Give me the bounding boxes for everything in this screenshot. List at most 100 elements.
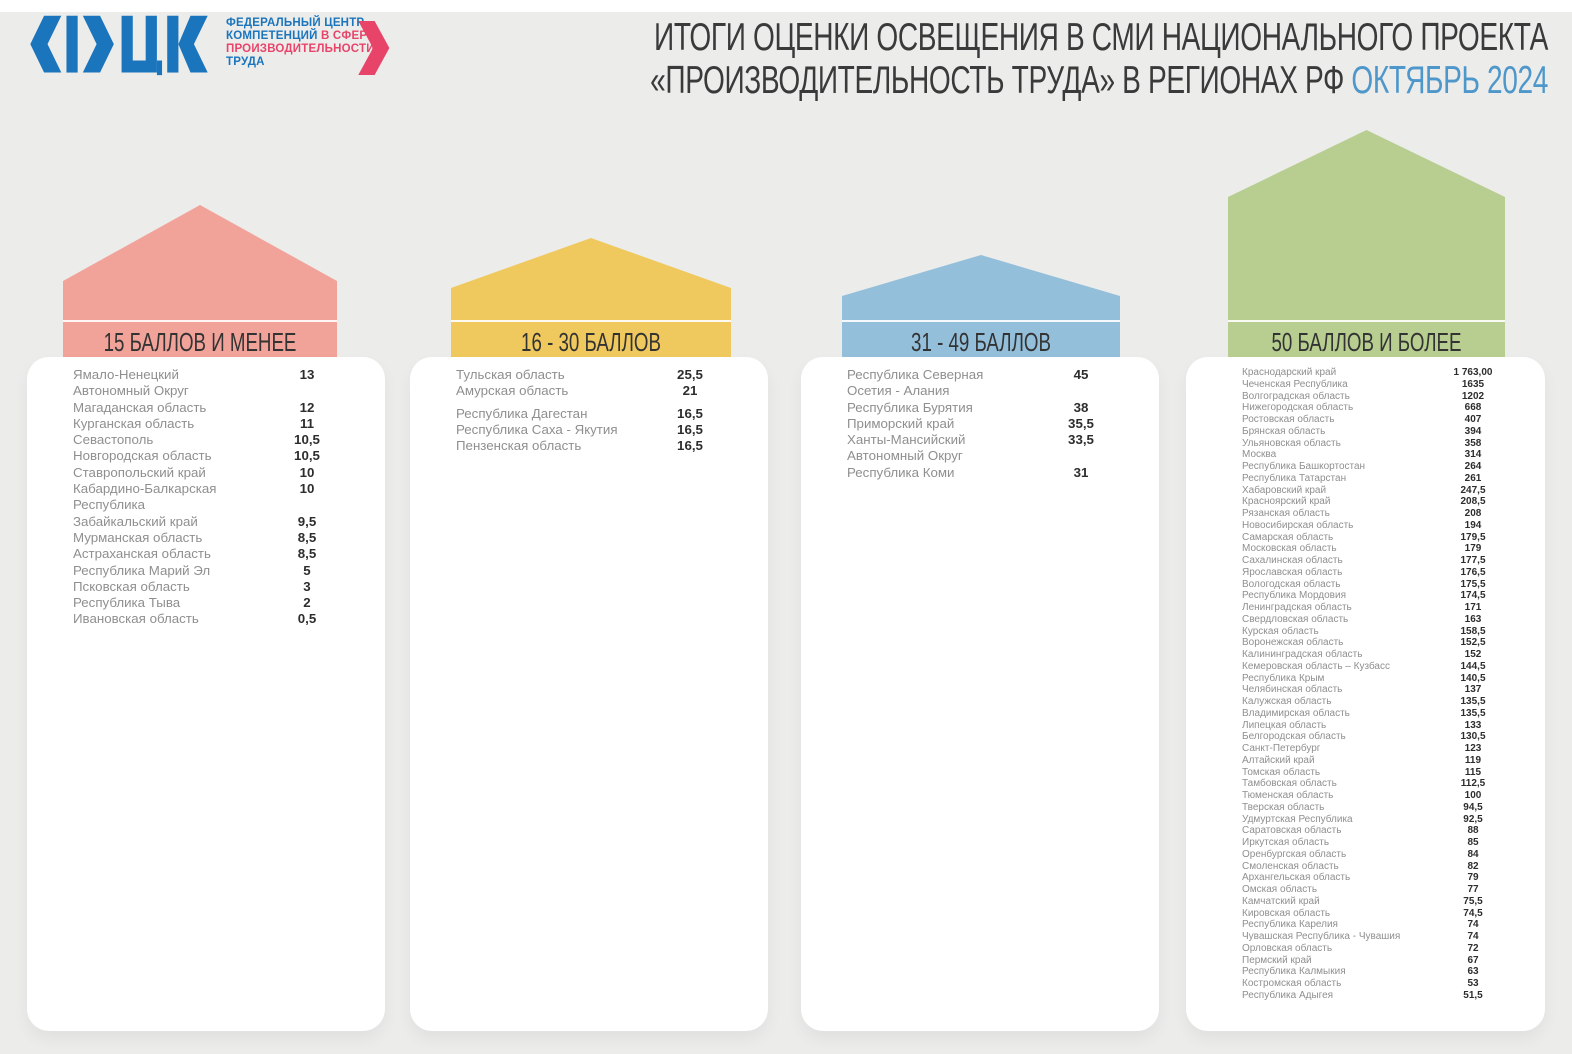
region-list: Тульская область 25,5 Амурская область 21 Ре… [410,357,768,454]
region-name: Республика Коми [847,464,955,480]
category-label: 31 - 49 БАЛЛОВ [911,327,1051,357]
region-name: Удмуртская Республика [1242,813,1353,825]
region-row: Ярославская область 176,5 [1242,567,1519,579]
region-score: 51,5 [1463,989,1483,1001]
region-row: Удмуртская Республика 92,5 [1242,814,1519,826]
region-name: Томская область [1242,766,1321,778]
region-row: Ульяновская область 358 [1242,438,1519,450]
region-row: Курганская область 11 [73,416,349,432]
region-name: Курская область [1242,625,1319,637]
region-row: Республика Татарстан 261 [1242,473,1519,485]
title-line2-text: «ПРОИЗВОДИТЕЛЬНОСТЬ ТРУДА» В РЕГИОНАХ РФ [650,59,1345,102]
score-card-50-plus: Краснодарский край 1 763,00 Чеченская Респ… [1186,357,1545,1031]
region-score: 407 [1464,414,1482,425]
region-name: Омская область [1242,884,1318,895]
region-list: Ямало-Ненецкий Автономный Округ 13 Магадан… [27,357,385,628]
region-score: 85 [1467,837,1479,848]
region-row: Ленинградская область 171 [1242,602,1519,614]
score-card-16-30: Тульская область 25,5 Амурская область 21 Ре… [410,357,768,1031]
region-row: Ростовская область 407 [1242,414,1519,426]
region-score: 179,5 [1460,531,1486,543]
region-row: Калужская область 135,5 [1242,696,1519,708]
category-house-31-49: 31 - 49 БАЛЛОВ [842,255,1120,362]
region-row: Республика Северная Осетия - Алания 45 [847,367,1123,400]
region-name: Ульяновская область [1242,437,1341,449]
region-row: Санкт-Петербург 123 [1242,743,1519,755]
region-row: Ивановская область 0,5 [73,611,349,627]
category-house-16-30: 16 - 30 БАЛЛОВ [451,238,731,362]
region-name: Брянская область [1242,425,1326,437]
logo-caption-line4: ТРУДА [226,56,265,68]
region-row: Республика Саха - Якутия 16,5 [456,422,732,438]
region-score: 137 [1464,684,1482,696]
region-name: Ярославская область [1242,566,1343,578]
region-score: 74 [1467,931,1479,942]
score-card-31-49: Республика Северная Осетия - Алания 45 Рес… [801,357,1159,1031]
region-score: 72 [1467,942,1479,954]
region-score: 130,5 [1460,731,1486,743]
region-name: Нижегородская область [1242,402,1354,414]
region-score: 94,5 [1463,801,1483,813]
region-name: Оренбургская область [1242,848,1347,860]
region-row: Хабаровский край 247,5 [1242,485,1519,497]
region-row: Кабардино-Балкарская Республика 10 [73,481,349,514]
region-row: Новосибирская область 194 [1242,520,1519,532]
region-row: Тульская область 25,5 [456,367,732,383]
region-row: Челябинская область 137 [1242,684,1519,696]
region-name: Москва [1242,449,1277,461]
region-row: Нижегородская область 668 [1242,402,1519,414]
region-score: 10,5 [294,448,320,464]
region-name: Тульская область [456,367,565,382]
logo-caption-line1: ФЕДЕРАЛЬНЫЙ ЦЕНТР [226,17,365,29]
region-row: Смоленская область 82 [1242,861,1519,873]
region-score: 53 [1467,978,1479,989]
region-row: Республика Адыгея 51,5 [1242,990,1519,1002]
region-row: Алтайский край 119 [1242,755,1519,767]
category-label: 15 БАЛЛОВ И МЕНЕЕ [103,327,297,357]
region-row: Республика Калмыкия 63 [1242,966,1519,978]
region-name: Тверская область [1242,801,1325,813]
region-list: Республика Северная Осетия - Алания 45 Рес… [801,357,1159,481]
region-name: Самарская область [1242,531,1334,543]
region-name: Ханты-Мансийский Автономный Округ [847,432,966,464]
region-row: Республика Бурятия 38 [847,400,1123,416]
region-score: 74,5 [1463,907,1483,919]
region-row: Волгоградская область 1202 [1242,391,1519,403]
region-name: Республика Татарстан [1242,472,1347,484]
region-name: Пензенская область [456,438,582,454]
region-score: 10 [299,464,315,480]
region-name: Липецкая область [1242,719,1327,731]
region-name: Белгородская область [1242,731,1346,743]
region-row: Новгородская область 10,5 [73,448,349,464]
region-name: Архангельская область [1242,872,1351,884]
category-label: 50 БАЛЛОВ И БОЛЕЕ [1271,327,1462,357]
region-row: Красноярский край 208,5 [1242,496,1519,508]
region-name: Республика Крым [1242,672,1325,684]
region-score: 63 [1467,966,1479,978]
region-score: 208,5 [1460,496,1486,508]
region-row: Оренбургская область 84 [1242,849,1519,861]
house-divider-line [451,320,731,322]
region-row: Саратовская область 88 [1242,825,1519,837]
region-row: Севастополь 10,5 [73,432,349,448]
region-name: Астраханская область [73,546,211,562]
region-name: Ростовская область [1242,414,1335,425]
region-row: Тверская область 94,5 [1242,802,1519,814]
region-name: Кемеровская область – Кузбасс [1242,660,1390,672]
region-score: 92,5 [1463,813,1483,825]
region-row: Приморский край 35,5 [847,416,1123,432]
region-row: Сахалинская область 177,5 [1242,555,1519,567]
region-row: Амурская область 21 [456,383,732,399]
region-name: Алтайский край [1242,754,1315,766]
region-name: Ивановская область [73,611,199,627]
region-name: Ставропольский край [73,464,206,480]
region-list: Краснодарский край 1 763,00 Чеченская Респ… [1186,357,1545,1002]
logo-caption-line2-red: В СФЕРЕ [321,30,376,42]
region-name: Магаданская область [73,399,207,415]
region-row: Калининградская область 152 [1242,649,1519,661]
region-row: Орловская область 72 [1242,943,1519,955]
region-score: 179 [1464,543,1482,555]
region-score: 171 [1464,602,1482,613]
house-divider-line [1228,320,1505,322]
title-period: ОКТЯБРЬ 2024 [1351,59,1548,102]
